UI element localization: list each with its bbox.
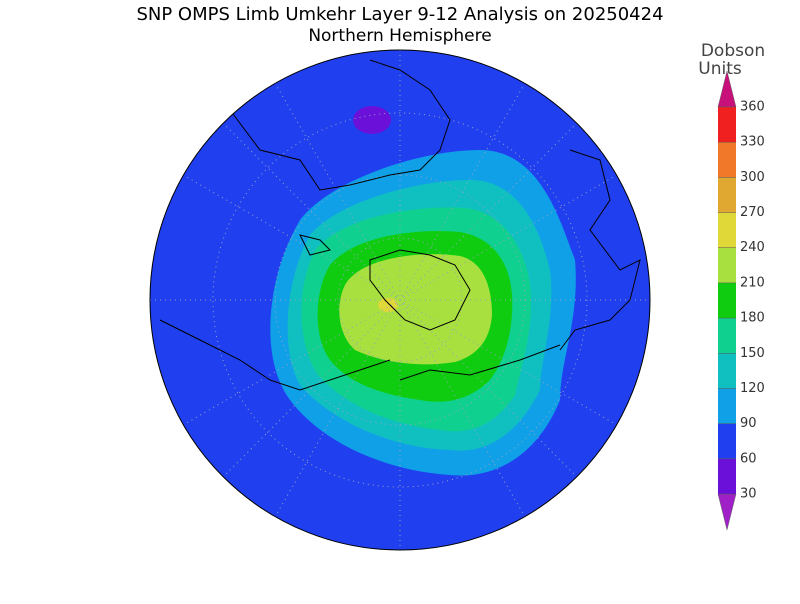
coastline	[159, 319, 391, 391]
latitude-line	[212, 112, 588, 488]
graticule	[150, 50, 650, 550]
colorbar-band	[718, 318, 736, 354]
coastline	[399, 344, 561, 381]
colorbar-tick-label: 60	[740, 451, 757, 466]
colorbar-band	[718, 353, 736, 389]
colorbar-tick-label: 360	[740, 100, 765, 115]
colorbar: Dobson Units 30 60 90 120 150 180 210 240 270 300…	[698, 41, 765, 531]
contour-region	[339, 254, 492, 365]
colorbar-band	[718, 282, 736, 319]
colorbar-band	[718, 142, 736, 178]
coastline	[299, 234, 331, 256]
colorbar-band	[718, 388, 736, 424]
colorbar-tick-label: 240	[740, 240, 765, 255]
colorbar-tick-label: 30	[740, 487, 757, 502]
colorbar-tick-label: 180	[740, 311, 765, 326]
colorbar-band	[718, 458, 736, 494]
map	[150, 50, 650, 550]
coastlines	[159, 59, 641, 391]
colorbar-band	[718, 177, 736, 213]
colorbar-tick-label: 90	[740, 416, 757, 431]
colorbar-band	[718, 107, 736, 143]
coastline	[369, 249, 471, 331]
colorbar-tick-label: 120	[740, 381, 765, 396]
coastline	[559, 149, 641, 351]
latitude-line	[337, 237, 463, 363]
colorbar-label: Units	[698, 59, 742, 79]
colorbar-tick-label: 330	[740, 135, 765, 150]
colorbar-band	[718, 212, 736, 248]
meridian	[182, 174, 618, 426]
map-border	[149, 49, 651, 551]
colorbar-tick-label: 150	[740, 346, 765, 361]
colorbar-tick-label: 300	[740, 170, 765, 185]
colorbar-band	[718, 247, 736, 283]
subtitle: Northern Hemisphere	[308, 26, 491, 46]
coastline	[229, 59, 451, 191]
title: SNP OMPS Limb Umkehr Layer 9-12 Analysis…	[136, 4, 663, 25]
colorbar-label: Dobson	[701, 41, 765, 61]
colorbar-tick-label: 270	[740, 205, 765, 220]
low-region	[353, 106, 391, 134]
colorbar-band	[718, 423, 736, 459]
colorbar-tick-label: 210	[740, 275, 765, 290]
